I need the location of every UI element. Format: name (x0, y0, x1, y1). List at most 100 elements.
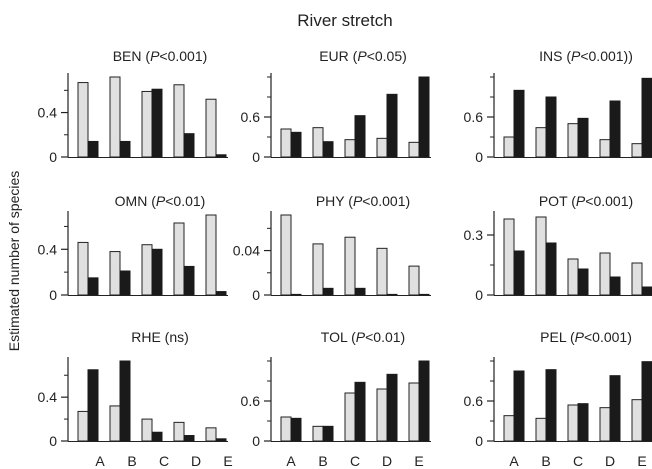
bar-dark-A (87, 140, 99, 158)
bar-light-A (77, 410, 89, 442)
bar-light-B (109, 76, 121, 158)
bar-dark-A (290, 417, 302, 442)
bar-light-D (599, 407, 611, 442)
bar-light-A (503, 218, 515, 296)
x-tick-label: B (127, 453, 136, 469)
bar-dark-D (183, 133, 195, 158)
bar-light-D (376, 247, 388, 296)
bar-dark-E (215, 438, 227, 442)
bar-dark-B (322, 425, 334, 442)
bar-light-C (567, 404, 579, 442)
bar-light-C (141, 418, 153, 442)
bar-light-E (408, 141, 420, 158)
panel-title: POT (P<0.001) (539, 193, 633, 209)
x-tick-label: A (286, 453, 296, 469)
bar-dark-E (215, 154, 227, 158)
y-tick-label: 0.4 (38, 389, 58, 405)
panel-5: POT (P<0.001) 0 0.3 (464, 193, 652, 303)
x-tick-label: C (159, 453, 169, 469)
bar-light-B (535, 216, 547, 296)
panel-title: INS (P<0.001)) (539, 48, 633, 64)
bar-dark-A (513, 89, 525, 158)
y-tick-label: 0 (252, 149, 260, 165)
panel-title: PHY (P<0.001) (316, 193, 410, 209)
bar-dark-B (322, 287, 334, 296)
bar-light-A (503, 415, 515, 442)
bar-light-D (376, 388, 388, 442)
x-tick-label: C (573, 453, 583, 469)
bar-dark-D (386, 373, 398, 442)
panel-6: RHE (ns) 0 0.4 (38, 329, 228, 449)
bar-dark-C (151, 248, 163, 296)
x-tick-label: D (382, 453, 392, 469)
bar-light-E (205, 98, 217, 158)
panel-title: TOL (P<0.01) (321, 329, 405, 345)
x-tick-label: D (191, 453, 201, 469)
bar-light-E (205, 427, 217, 442)
bar-dark-E (418, 293, 430, 296)
y-tick-label: 0.6 (241, 109, 261, 125)
panel-title: EUR (P<0.05) (319, 48, 407, 64)
panel-title: OMN (P<0.01) (115, 193, 206, 209)
bar-dark-B (322, 141, 334, 158)
bar-dark-B (119, 360, 131, 442)
panel-4: PHY (P<0.001) 0 0.04 (233, 193, 431, 303)
bar-dark-D (386, 293, 398, 296)
bar-light-E (408, 265, 420, 296)
bar-light-B (535, 417, 547, 442)
y-tick-label: 0.4 (38, 241, 58, 257)
bar-light-B (312, 425, 324, 442)
y-tick-label: 0.6 (241, 393, 261, 409)
panel-1: EUR (P<0.05) 0 0.6 (241, 48, 431, 165)
bar-dark-D (609, 375, 621, 442)
panel-title: RHE (ns) (131, 329, 189, 345)
bar-dark-B (545, 242, 557, 296)
y-tick-label: 0.6 (464, 109, 484, 125)
x-tick-label: A (95, 453, 105, 469)
y-tick-label: 0 (49, 149, 57, 165)
y-axis-label: Estimated number of species (6, 171, 22, 352)
panel-2: INS (P<0.001)) 0 0.6 (464, 48, 652, 165)
x-tick-label: E (223, 453, 232, 469)
bar-dark-A (87, 277, 99, 296)
bar-light-D (173, 222, 185, 296)
bar-dark-C (577, 117, 589, 158)
bar-light-E (631, 262, 643, 296)
bar-dark-C (577, 403, 589, 442)
bar-light-A (280, 128, 292, 158)
bar-dark-D (609, 100, 621, 158)
bar-light-E (631, 399, 643, 442)
panel-3: OMN (P<0.01) 0 0.4 (38, 193, 228, 303)
x-tick-label: B (541, 453, 550, 469)
panel-title: PEL (P<0.001) (540, 329, 632, 345)
bar-light-B (109, 251, 121, 296)
y-tick-label: 0 (475, 433, 483, 449)
y-tick-label: 0 (475, 287, 483, 303)
y-tick-label: 0 (252, 287, 260, 303)
bar-dark-C (151, 88, 163, 158)
panel-0: BEN (P<0.001) 0 0.4 (38, 48, 228, 165)
bar-dark-B (119, 140, 131, 158)
bar-light-C (567, 123, 579, 158)
x-tick-label: D (605, 453, 615, 469)
bar-dark-C (354, 115, 366, 158)
bar-light-B (535, 127, 547, 158)
y-tick-label: 0 (49, 433, 57, 449)
bar-light-D (376, 137, 388, 158)
bar-light-A (280, 214, 292, 296)
bar-dark-D (386, 93, 398, 158)
bar-light-D (599, 252, 611, 296)
panel-title: BEN (P<0.001) (113, 48, 208, 64)
bar-light-B (312, 127, 324, 158)
bar-dark-C (151, 431, 163, 442)
bar-dark-E (418, 76, 430, 158)
bar-dark-A (513, 250, 525, 296)
bar-light-C (344, 236, 356, 296)
y-tick-label: 0.6 (464, 393, 484, 409)
bar-dark-D (183, 265, 195, 296)
bar-light-A (77, 241, 89, 296)
bar-dark-E (641, 286, 652, 296)
bar-light-E (205, 214, 217, 296)
